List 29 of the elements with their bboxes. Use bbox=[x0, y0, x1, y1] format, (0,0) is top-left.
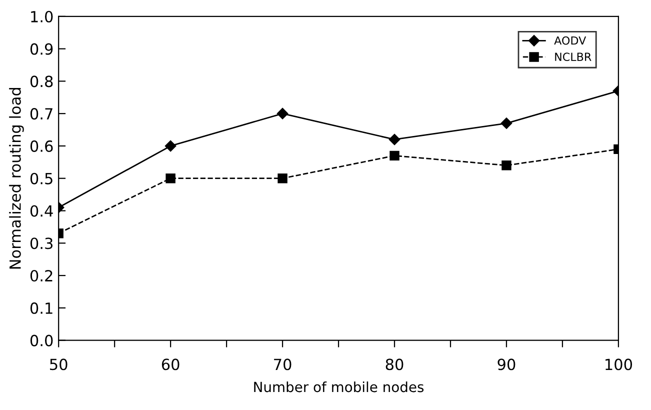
x-tick-label: 60 bbox=[162, 358, 180, 370]
y-tick-label: 1.0 bbox=[31, 10, 53, 22]
y-tick-label: 0.2 bbox=[30, 270, 52, 282]
y-tick-label: 0.3 bbox=[30, 238, 53, 250]
y-tick-label: 0.8 bbox=[30, 76, 53, 88]
y-tick-label: 0.5 bbox=[30, 172, 52, 184]
x-tick-label: 50 bbox=[50, 358, 68, 370]
legend-label: NCLBR bbox=[555, 52, 592, 62]
x-tick-label: 80 bbox=[386, 358, 404, 370]
x-tick-label: 90 bbox=[498, 358, 516, 370]
point bbox=[388, 134, 400, 146]
point bbox=[502, 160, 512, 170]
y-tick-label: 0.6 bbox=[30, 140, 53, 152]
point bbox=[390, 150, 400, 161]
y-tick-label: 0.9 bbox=[30, 43, 53, 55]
x-tick-label: 100 bbox=[606, 358, 632, 370]
y-axis-title: Normalized routing load bbox=[9, 88, 24, 269]
legend-label: AODV bbox=[554, 36, 586, 45]
x-axis-title: Number of mobile nodes bbox=[254, 381, 424, 392]
point bbox=[276, 108, 288, 120]
point bbox=[166, 173, 176, 184]
point bbox=[278, 173, 288, 184]
y-tick-label: 0.4 bbox=[30, 205, 53, 217]
point bbox=[500, 118, 512, 129]
point bbox=[164, 140, 176, 152]
y-tick-label: 0.7 bbox=[30, 108, 52, 120]
y-tick-label: 0.0 bbox=[30, 334, 53, 346]
x-tick-label: 70 bbox=[274, 358, 292, 370]
y-tick-label: 0.1 bbox=[30, 302, 52, 314]
